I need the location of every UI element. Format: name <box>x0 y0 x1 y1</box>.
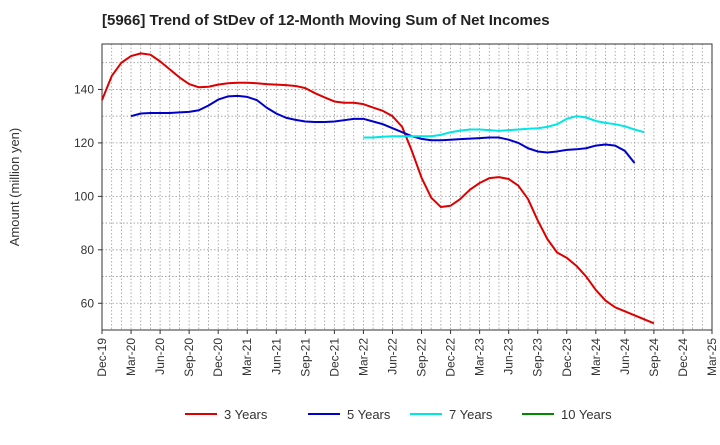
x-tick-label: Sep-21 <box>298 338 312 377</box>
series-line <box>130 94 636 164</box>
x-tick-label: Mar-22 <box>356 338 370 376</box>
x-tick-label: Dec-22 <box>444 338 458 377</box>
x-tick-label: Sep-23 <box>531 338 545 377</box>
axis-tick-labels: 60 80 100 120 140 Dec-19 Mar-20 Jun-20 Sep-20 Dec… <box>74 82 719 376</box>
series-line <box>363 115 645 139</box>
x-tick-label: Dec-21 <box>327 338 341 377</box>
x-tick-label: Dec-24 <box>676 338 690 377</box>
x-tick-label: Sep-24 <box>647 338 661 377</box>
x-tick-label: Dec-20 <box>211 338 225 377</box>
x-tick-label: Sep-22 <box>415 338 429 377</box>
x-tick-label: Sep-20 <box>182 338 196 377</box>
series-lines <box>101 52 655 325</box>
legend-label: 7 Years <box>449 407 493 422</box>
y-tick-label: 140 <box>74 82 94 96</box>
x-tick-label: Mar-21 <box>240 338 254 376</box>
x-tick-label: Mar-23 <box>473 338 487 376</box>
series-line <box>101 52 655 325</box>
x-tick-label: Jun-20 <box>153 338 167 375</box>
y-tick-label: 120 <box>74 136 94 150</box>
plot-area <box>101 43 713 331</box>
y-axis-label: Amount (million yen) <box>7 128 22 247</box>
grid-lines <box>102 44 712 330</box>
legend-label: 10 Years <box>561 407 612 422</box>
legend-label: 3 Years <box>224 407 268 422</box>
y-tick-label: 100 <box>74 189 94 203</box>
legend-label: 5 Years <box>347 407 391 422</box>
x-tick-label: Mar-20 <box>124 338 138 376</box>
x-tick-label: Jun-24 <box>618 338 632 375</box>
y-tick-label: 60 <box>81 296 95 310</box>
x-tick-label: Mar-25 <box>705 338 719 376</box>
x-tick-label: Jun-22 <box>385 338 399 375</box>
x-tick-label: Jun-23 <box>502 338 516 375</box>
legend: 3 Years 5 Years 7 Years 10 Years <box>185 407 612 422</box>
chart-title: [5966] Trend of StDev of 12-Month Moving… <box>102 12 550 29</box>
y-tick-label: 80 <box>81 243 95 257</box>
x-tick-label: Dec-19 <box>95 338 109 377</box>
x-tick-label: Dec-23 <box>560 338 574 377</box>
x-tick-label: Jun-21 <box>269 338 283 375</box>
x-tick-label: Mar-24 <box>589 338 603 376</box>
